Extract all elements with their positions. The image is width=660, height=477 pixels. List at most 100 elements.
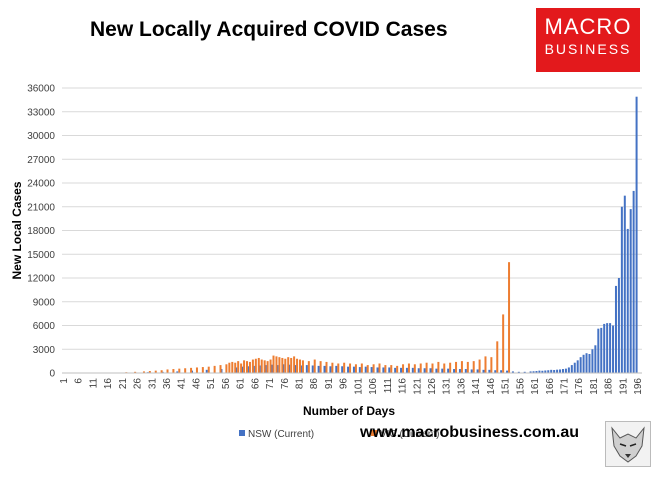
vic-bar: [443, 363, 446, 373]
vic-bar: [246, 361, 249, 373]
nsw-bar: [506, 370, 509, 373]
vic-bar: [243, 360, 246, 373]
x-tick-label: 41: [177, 378, 188, 390]
nsw-bar: [594, 345, 597, 373]
nsw-bar: [532, 371, 535, 373]
nsw-bar: [205, 369, 208, 373]
nsw-bar: [458, 369, 461, 373]
vic-bar: [307, 361, 310, 373]
vic-bar: [237, 361, 240, 373]
nsw-bar: [609, 323, 612, 373]
vic-bar: [172, 369, 175, 373]
vic-bar: [257, 357, 260, 373]
nsw-bar: [323, 365, 326, 373]
nsw-bar: [547, 370, 550, 373]
nsw-bar: [570, 365, 573, 373]
x-tick-label: 51: [206, 378, 217, 390]
vic-bar: [275, 356, 278, 373]
vic-bar: [178, 368, 181, 373]
vic-bar: [148, 371, 151, 373]
vic-bar: [378, 363, 381, 373]
vic-bar: [402, 364, 405, 373]
nsw-bar: [550, 369, 553, 373]
vic-bar: [455, 361, 458, 373]
vic-bar: [349, 363, 352, 373]
x-tick-label: 141: [471, 378, 482, 395]
x-tick-label: 196: [633, 378, 644, 395]
vic-bar: [413, 364, 416, 373]
nsw-bar: [600, 327, 603, 373]
vic-bar: [278, 357, 281, 373]
vic-bar: [301, 360, 304, 373]
vic-bar: [284, 358, 287, 373]
nsw-bar: [561, 369, 564, 373]
legend-swatch: [239, 430, 245, 436]
vic-bar: [190, 367, 193, 373]
nsw-bar: [470, 369, 473, 373]
vic-bar: [354, 364, 357, 373]
vic-bar: [228, 362, 231, 373]
nsw-bar: [585, 353, 588, 373]
y-tick-label: 33000: [27, 107, 55, 118]
vic-bar: [372, 364, 375, 373]
x-tick-label: 91: [324, 378, 335, 390]
vic-bar: [331, 362, 334, 373]
nsw-bar: [588, 354, 591, 373]
vic-bar: [219, 365, 222, 373]
vic-bar: [425, 362, 428, 373]
x-tick-label: 146: [486, 378, 497, 395]
y-tick-label: 3000: [33, 345, 56, 356]
chart-title: New Locally Acquired COVID Cases: [90, 18, 448, 41]
y-tick-label: 24000: [27, 179, 55, 190]
vic-bar: [142, 371, 145, 373]
vic-bar: [437, 361, 440, 373]
x-tick-label: 181: [589, 378, 600, 395]
macrobusiness-logo: MACRO BUSINESS: [536, 8, 640, 72]
vic-bar: [269, 359, 272, 373]
vic-bar: [263, 360, 266, 373]
x-tick-label: 106: [368, 378, 379, 395]
vic-bar: [396, 365, 399, 373]
nsw-bar: [556, 369, 559, 373]
x-tick-label: 31: [147, 378, 158, 390]
vic-bar: [484, 356, 487, 373]
vic-bar: [508, 262, 511, 373]
nsw-bar: [329, 366, 332, 373]
x-tick-label: 11: [88, 378, 99, 389]
nsw-bar: [517, 371, 520, 373]
nsw-bar: [576, 360, 579, 373]
vic-bar: [299, 359, 302, 373]
vic-bar: [496, 341, 499, 373]
x-tick-label: 131: [442, 378, 453, 395]
vic-bar: [466, 361, 469, 373]
nsw-bar: [579, 357, 582, 373]
nsw-bar: [317, 365, 320, 373]
vic-bar: [166, 369, 169, 373]
nsw-bar: [612, 325, 615, 373]
vic-bar: [419, 363, 422, 373]
nsw-bar: [394, 367, 397, 373]
vic-bar: [502, 314, 505, 373]
nsw-bar: [335, 365, 338, 373]
x-tick-label: 61: [236, 378, 247, 390]
y-tick-label: 15000: [27, 250, 55, 261]
legend-swatch: [371, 430, 377, 436]
x-tick-label: 111: [383, 378, 394, 394]
nsw-bar: [176, 371, 179, 373]
nsw-bar: [632, 190, 635, 373]
nsw-bar: [620, 206, 623, 373]
x-tick-label: 56: [221, 378, 232, 390]
legend-label: VIC (Current): [380, 429, 439, 440]
x-tick-label: 126: [427, 378, 438, 395]
nsw-bar: [617, 278, 620, 373]
vic-bar: [360, 363, 363, 373]
nsw-bar: [629, 209, 632, 373]
vic-bar: [431, 363, 434, 373]
x-tick-label: 76: [280, 378, 291, 390]
vic-bar: [472, 361, 475, 373]
vic-bar: [260, 359, 263, 373]
vic-bar: [207, 366, 210, 373]
x-tick-label: 191: [618, 378, 629, 395]
x-tick-label: 1: [59, 378, 70, 384]
